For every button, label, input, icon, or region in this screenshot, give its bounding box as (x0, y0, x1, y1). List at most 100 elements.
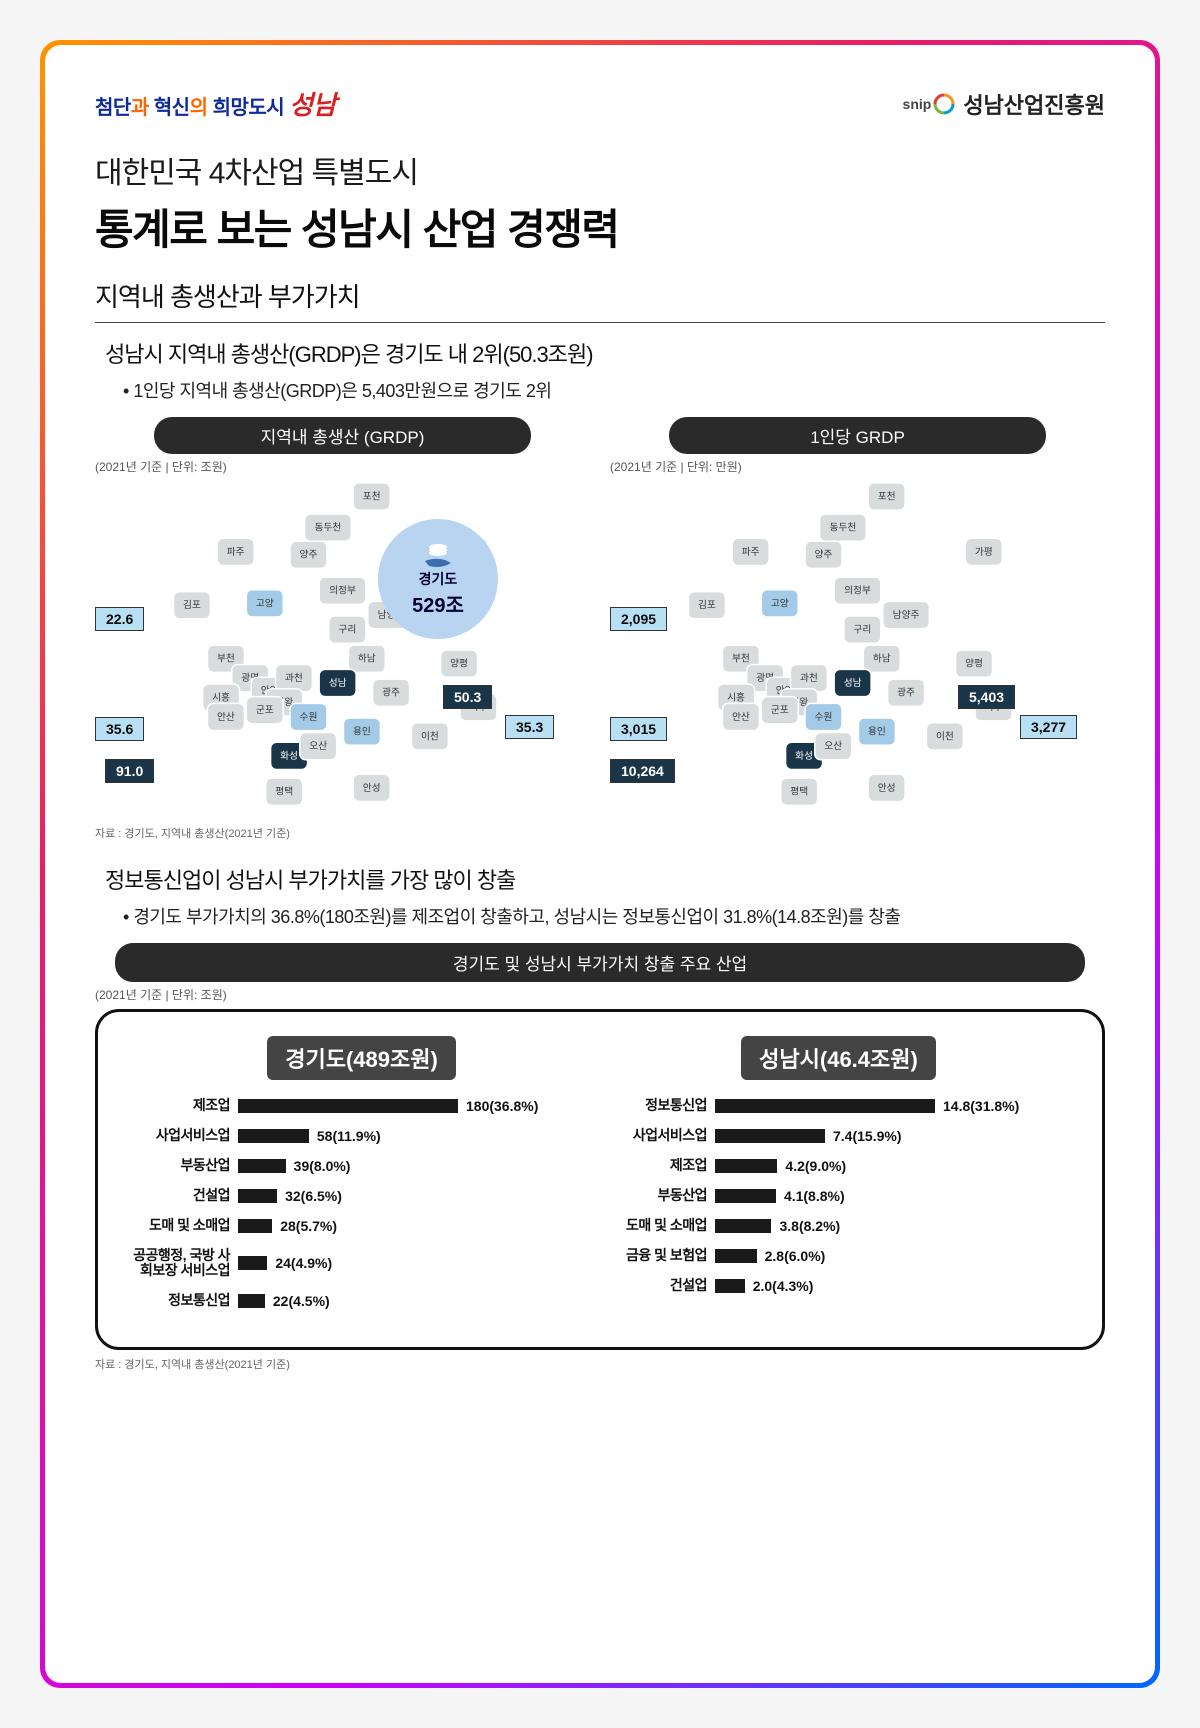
bar-track: 2.0(4.3%) (715, 1278, 1072, 1294)
bar-track: 24(4.9%) (238, 1255, 595, 1271)
organization-logo: snip 성남산업진흥원 (903, 88, 1105, 120)
section1-line1: 성남시 지역내 총생산(GRDP)은 경기도 내 2위(50.3조원) (105, 337, 1105, 369)
map-label-남양주: 남양주 (893, 609, 920, 621)
bar-label: 정보통신업 (128, 1293, 238, 1308)
bar-fill (238, 1294, 265, 1308)
map-label-가평: 가평 (975, 546, 993, 558)
bar-row: 도매 및 소매업3.8(8.2%) (605, 1218, 1072, 1234)
bar-right-title: 성남시(46.4조원) (741, 1036, 936, 1080)
map-label-안산: 안산 (732, 711, 750, 723)
map-callout: 22.6 (95, 607, 144, 631)
bar-value: 4.2(9.0%) (785, 1158, 846, 1174)
org-name: 성남산업진흥원 (963, 88, 1105, 120)
map-column-left: 지역내 총생산 (GRDP) (2021년 기준 | 단위: 조원) 포천동두천… (95, 417, 590, 819)
map-label-김포: 김포 (183, 599, 201, 611)
bar-row: 도매 및 소매업28(5.7%) (128, 1218, 595, 1234)
bar-label: 부동산업 (128, 1158, 238, 1173)
map-label-과천: 과천 (800, 672, 818, 684)
bar-row: 건설업 2.0(4.3%) (605, 1278, 1072, 1294)
map-label-이천: 이천 (421, 730, 439, 742)
gyeonggi-total-badge: 경기도 529조 (378, 519, 498, 639)
section1-footnote: 자료 : 경기도, 지역내 총생산(2021년 기준) (95, 825, 1105, 841)
slogan-city: 성남 (289, 90, 336, 120)
bar-row: 금융 및 보험업2.8(6.0%) (605, 1248, 1072, 1264)
map-callout: 3,277 (1020, 715, 1077, 739)
bar-chart-panel: 경기도(489조원) 제조업180(36.8%)사업서비스업58(11.9%)부… (95, 1009, 1105, 1350)
main-title: 통계로 보는 성남시 산업 경쟁력 (95, 196, 1105, 257)
map-label-양평: 양평 (965, 657, 983, 669)
map-label-양주: 양주 (300, 549, 318, 561)
bar-fill (715, 1159, 777, 1173)
slogan-joiner2: 의 (190, 97, 213, 119)
map-label-광주: 광주 (382, 687, 400, 699)
chart-title-pill: 경기도 및 성남시 부가가치 창출 주요 산업 (115, 943, 1085, 982)
bar-label: 부동산업 (605, 1188, 715, 1203)
bar-label: 건설업 (605, 1278, 715, 1293)
map-label-이천: 이천 (936, 730, 954, 742)
bar-value: 2.8(6.0%) (765, 1248, 826, 1264)
section2: 정보통신업이 성남시 부가가치를 가장 많이 창출 경기도 부가가치의 36.8… (95, 863, 1105, 1372)
bar-row: 사업서비스업58(11.9%) (128, 1128, 595, 1144)
map-left: 포천동두천가평파주양주의정부김포고양남양주구리부천하남양평광명시흥안양과천성남광… (95, 479, 590, 819)
map-label-포천: 포천 (878, 490, 896, 502)
coin-hand-icon (421, 541, 455, 569)
section2-footnote: 자료 : 경기도, 지역내 총생산(2021년 기준) (95, 1356, 1105, 1372)
bar-fill (238, 1219, 272, 1233)
bar-fill (715, 1279, 745, 1293)
map-label-안성: 안성 (363, 782, 381, 794)
total-value: 529조 (412, 589, 464, 618)
map-right-title-pill: 1인당 GRDP (669, 417, 1045, 454)
bar-label: 사업서비스업 (605, 1128, 715, 1143)
snip-icon: snip (903, 93, 956, 115)
bar-value: 22(4.5%) (273, 1293, 330, 1309)
bar-value: 4.1(8.8%) (784, 1188, 845, 1204)
bar-value: 24(4.9%) (275, 1255, 332, 1271)
map-label-하남: 하남 (873, 652, 891, 665)
bar-col-left: 경기도(489조원) 제조업180(36.8%)사업서비스업58(11.9%)부… (128, 1036, 595, 1323)
map-label-평택: 평택 (275, 786, 293, 798)
map-label-안성: 안성 (878, 782, 896, 794)
bar-track: 14.8(31.8%) (715, 1098, 1072, 1114)
map-label-안산: 안산 (217, 711, 235, 723)
bar-row: 건설업32(6.5%) (128, 1188, 595, 1204)
map-label-화성: 화성 (280, 750, 298, 762)
bar-col-right: 성남시(46.4조원) 정보통신업14.8(31.8%)사업서비스업 7.4(15… (605, 1036, 1072, 1323)
section2-line1: 정보통신업이 성남시 부가가치를 가장 많이 창출 (105, 863, 1105, 895)
city-slogan: 첨단과 혁신의 희망도시 성남 (95, 85, 336, 122)
map-label-시흥: 시흥 (727, 690, 745, 703)
bar-fill (715, 1129, 825, 1143)
map-label-의정부: 의정부 (844, 585, 871, 597)
chart-meta: (2021년 기준 | 단위: 조원) (95, 986, 1105, 1003)
map-label-의정부: 의정부 (329, 585, 356, 597)
map-callout: 91.0 (105, 759, 154, 783)
bar-label: 도매 및 소매업 (128, 1218, 238, 1233)
map-right: 포천동두천가평파주양주의정부김포고양남양주구리부천하남양평광명시흥안양과천성남광… (610, 479, 1105, 819)
map-label-김포: 김포 (698, 599, 716, 611)
bar-fill (238, 1256, 267, 1270)
bar-row: 사업서비스업 7.4(15.9%) (605, 1128, 1072, 1144)
map-label-용인: 용인 (868, 725, 886, 737)
map-callout: 2,095 (610, 607, 667, 631)
map-label-평택: 평택 (790, 786, 808, 798)
map-callout: 3,015 (610, 717, 667, 741)
map-label-수원: 수원 (300, 711, 318, 723)
map-label-과천: 과천 (285, 672, 303, 684)
map-label-수원: 수원 (815, 711, 833, 723)
bar-fill (715, 1099, 935, 1113)
maps-row: 지역내 총생산 (GRDP) (2021년 기준 | 단위: 조원) 포천동두천… (95, 417, 1105, 819)
bar-track: 58(11.9%) (238, 1128, 595, 1144)
bar-track: 3.8(8.2%) (715, 1218, 1072, 1234)
snip-text: snip (903, 96, 932, 112)
bar-track: 39(8.0%) (238, 1158, 595, 1174)
map-left-meta: (2021년 기준 | 단위: 조원) (95, 458, 590, 475)
map-label-화성: 화성 (795, 750, 813, 762)
bar-value: 2.0(4.3%) (753, 1278, 814, 1294)
page-content: 첨단과 혁신의 희망도시 성남 snip 성남산업진흥원 대한민국 4차산업 특… (45, 45, 1155, 1683)
bar-label: 정보통신업 (605, 1098, 715, 1113)
map-label-성남: 성남 (844, 677, 862, 689)
bar-value: 7.4(15.9%) (833, 1128, 901, 1144)
bar-row: 공공행정, 국방 사회보장 서비스업24(4.9%) (128, 1248, 595, 1279)
bar-fill (715, 1219, 771, 1233)
bar-track: 2.8(6.0%) (715, 1248, 1072, 1264)
bar-track: 180(36.8%) (238, 1098, 595, 1114)
